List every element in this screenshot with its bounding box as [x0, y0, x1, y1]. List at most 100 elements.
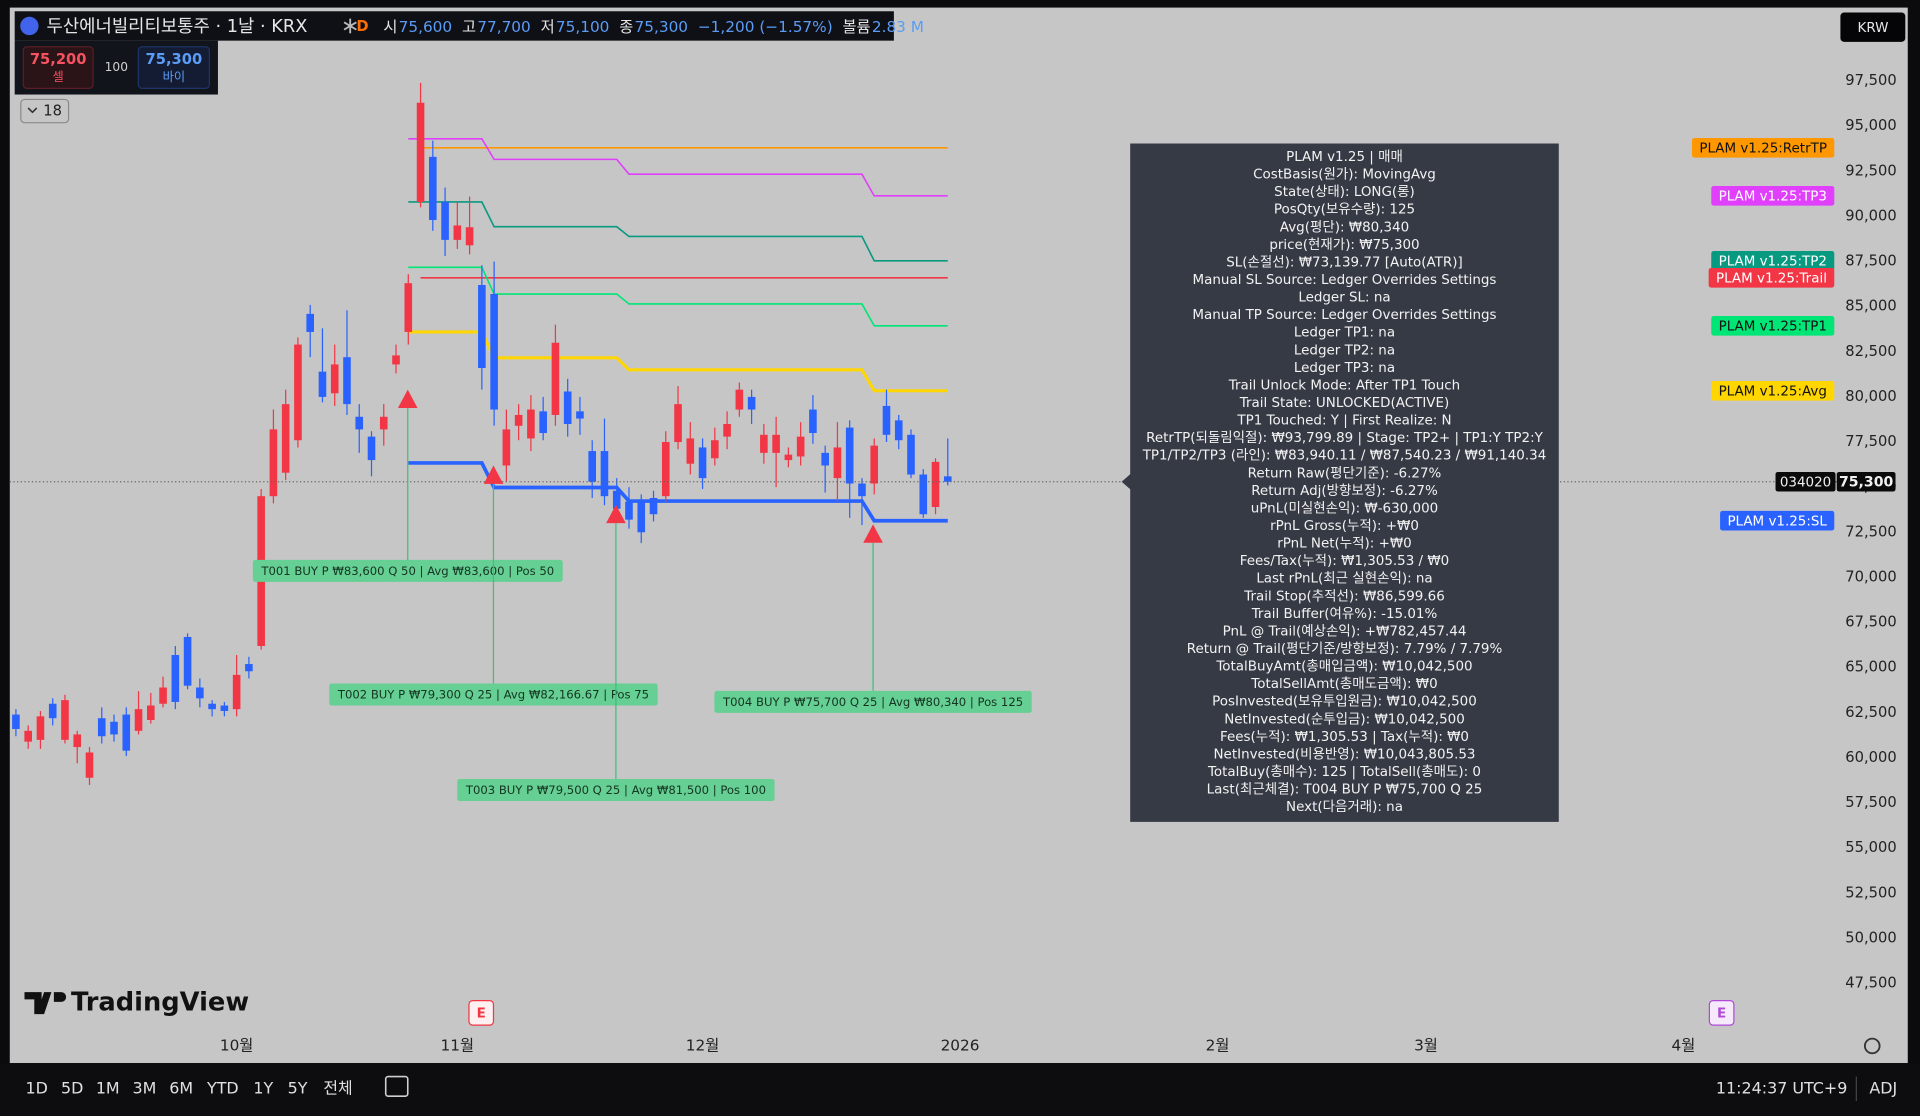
indicators-toggle[interactable] — [20, 98, 70, 124]
y-tick-label: 47,500 — [1845, 975, 1896, 992]
buy-button[interactable] — [137, 46, 210, 90]
range-button[interactable]: 1Y — [253, 1078, 273, 1097]
candle-body — [698, 447, 707, 479]
y-tick-label: 57,500 — [1845, 794, 1896, 811]
info-line: Trail Buffer(여유%): -15.01% — [1251, 606, 1438, 622]
y-tick-label: 65,000 — [1845, 659, 1896, 676]
x-tick-label: 3월 — [1414, 1036, 1438, 1054]
info-line: rPnL Gross(누적): +₩0 — [1270, 518, 1419, 534]
info-line: uPnL(미실현손익): ₩-630,000 — [1251, 500, 1438, 516]
info-line: PosInvested(보유투입원금): ₩10,042,500 — [1212, 694, 1477, 710]
candle-body — [661, 442, 670, 497]
info-line: Return @ Trail(평단기준/방향보정): 7.79% / 7.79% — [1187, 641, 1503, 657]
candle-body — [122, 714, 131, 751]
series-tag — [1711, 380, 1835, 401]
candle-body — [379, 416, 388, 430]
series-tag — [1708, 267, 1835, 288]
candle-body — [514, 414, 523, 426]
candle-body — [392, 355, 400, 365]
ohlc-value: 75,300 — [635, 18, 689, 36]
range-button[interactable]: 1M — [96, 1078, 120, 1097]
trade-label-box — [457, 779, 775, 802]
candle-body — [612, 490, 621, 509]
candle-body — [294, 344, 302, 441]
indicator-line — [408, 266, 948, 327]
earnings-marker[interactable] — [1708, 1000, 1735, 1026]
range-button[interactable]: 5Y — [288, 1078, 308, 1097]
clock: 11:24:37 UTC+9 — [1716, 1078, 1847, 1097]
sell-button[interactable] — [22, 46, 94, 90]
series-tag-label: PLAM v1.25:RetrTP — [1699, 141, 1827, 156]
candle-body — [772, 434, 780, 453]
settings-icon[interactable] — [1863, 1037, 1881, 1055]
y-tick-label: 87,500 — [1845, 253, 1896, 270]
range-button[interactable]: 6M — [169, 1078, 193, 1097]
indicator-line — [408, 461, 948, 523]
info-line: Trail State: UNLOCKED(ACTIVE) — [1239, 396, 1450, 411]
info-line: Return Adj(방향보정): -6.27% — [1251, 483, 1438, 499]
candle-body — [416, 102, 425, 202]
candle-body — [735, 389, 744, 410]
info-line: Ledger TP1: na — [1294, 326, 1395, 341]
info-line: SL(손절선): ₩73,139.77 [Auto(ATR)] — [1226, 254, 1462, 270]
earnings-marker[interactable] — [468, 1000, 495, 1026]
info-line: TotalSellAmt(총매도금액): ₩0 — [1250, 676, 1437, 692]
candle-body — [269, 429, 278, 497]
candle-body — [183, 636, 192, 686]
series-tag — [1711, 186, 1835, 206]
info-line: TP1 Touched: Y | First Realize: N — [1236, 414, 1451, 429]
info-line: Avg(평단): ₩80,340 — [1280, 219, 1409, 235]
x-tick-label: 4월 — [1672, 1036, 1696, 1054]
candle-body — [563, 391, 572, 424]
range-button[interactable]: 1D — [26, 1078, 48, 1097]
range-button[interactable]: YTD — [206, 1078, 239, 1097]
candle-body — [147, 705, 155, 720]
x-tick-label: 2026 — [941, 1036, 980, 1054]
flag: D — [356, 18, 368, 35]
ohlc-label: 종 — [619, 18, 633, 36]
quantity: 100 — [105, 60, 128, 74]
candle-body — [625, 501, 633, 520]
series-tag-label: PLAM v1.25:TP2 — [1719, 254, 1827, 269]
candle-body — [502, 429, 511, 466]
info-line: State(상태): LONG(롱) — [1274, 184, 1415, 200]
series-tag-label: PLAM v1.25:TP3 — [1719, 189, 1827, 204]
candle-body — [281, 404, 290, 473]
candle-body — [404, 283, 413, 332]
info-line: rPnL Net(누적): +₩0 — [1277, 536, 1412, 552]
x-tick-label: 12월 — [686, 1036, 720, 1054]
buy-label: 바이 — [163, 70, 186, 84]
candle-body — [306, 313, 314, 332]
info-line: PnL @ Trail(예상손익): +₩782,457.44 — [1223, 623, 1467, 639]
date-range-icon[interactable] — [384, 1075, 409, 1097]
y-tick-label: 67,500 — [1845, 614, 1896, 631]
info-line: RetrTP(되돌림익절): ₩93,799.89 | Stage: TP2+ … — [1146, 430, 1543, 446]
info-line: TP1/TP2/TP3 (라인): ₩83,940.11 / ₩87,540.2… — [1142, 448, 1547, 464]
candle-body — [796, 436, 805, 457]
candle-body — [110, 721, 118, 735]
y-tick-label: 82,500 — [1845, 343, 1896, 360]
last-price-label: 75,300 — [1839, 474, 1894, 490]
candle-body — [245, 664, 253, 672]
candle-body — [943, 476, 952, 482]
series-tag — [1691, 138, 1835, 158]
range-button[interactable]: 5D — [61, 1078, 83, 1097]
bottom-toolbar — [0, 1063, 1920, 1116]
symbol-icon — [20, 16, 39, 36]
candle-body — [208, 703, 216, 710]
range-button[interactable]: 3M — [133, 1078, 157, 1097]
asterisk-icon — [343, 18, 357, 34]
y-tick-label: 72,500 — [1845, 523, 1896, 540]
currency-button[interactable] — [1840, 12, 1906, 42]
trade-label-box — [252, 559, 563, 582]
price-change: −1,200 (−1.57%) — [698, 18, 833, 36]
buy-marker — [863, 524, 883, 543]
candle-body — [527, 409, 535, 439]
adjust-button[interactable]: ADJ — [1869, 1078, 1897, 1097]
buy-marker — [606, 504, 626, 524]
range-button[interactable]: 전체 — [323, 1078, 352, 1097]
candle-body — [355, 416, 364, 430]
info-line: Last rPnL(최근 실현손익): na — [1256, 571, 1432, 587]
